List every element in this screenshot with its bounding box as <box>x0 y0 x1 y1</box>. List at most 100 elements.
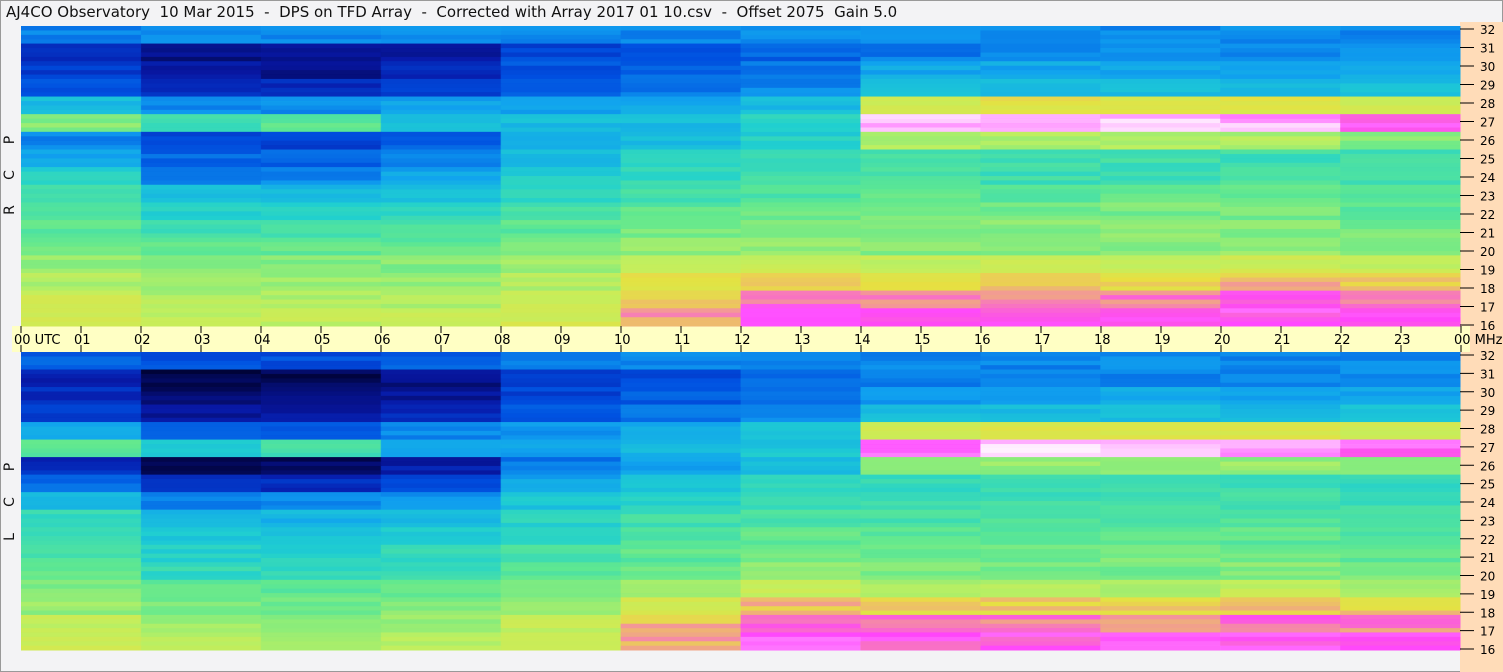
heatmap-texture <box>980 435 1101 440</box>
heatmap-texture <box>1220 588 1341 594</box>
heatmap-texture <box>1340 321 1461 327</box>
heatmap-texture <box>740 352 861 357</box>
heatmap-texture <box>380 518 502 524</box>
heatmap-texture <box>620 277 741 283</box>
heatmap-texture <box>1220 465 1341 471</box>
frequency-tick-label: 25 <box>1480 478 1495 492</box>
heatmap-texture <box>260 198 382 203</box>
heatmap-texture <box>980 553 1101 559</box>
heatmap-texture <box>1340 422 1461 427</box>
heatmap-texture <box>1100 189 1221 194</box>
heatmap-texture <box>980 189 1101 194</box>
heatmap-texture <box>500 373 622 379</box>
heatmap-texture <box>860 308 981 314</box>
heatmap-texture <box>500 579 622 585</box>
heatmap-texture <box>1100 492 1221 497</box>
heatmap-texture <box>260 474 382 480</box>
heatmap-texture <box>980 92 1101 97</box>
heatmap-texture <box>1100 176 1221 181</box>
heatmap-texture <box>1340 233 1461 239</box>
heatmap-texture <box>1340 153 1461 159</box>
heatmap-texture <box>620 193 741 199</box>
frequency-tick-label: 27 <box>1480 441 1495 455</box>
heatmap-texture <box>380 593 502 598</box>
heatmap-texture <box>620 92 741 97</box>
heatmap-texture <box>1220 470 1341 476</box>
heatmap-texture <box>620 83 741 89</box>
heatmap-texture <box>380 215 502 221</box>
heatmap-texture <box>21 474 142 480</box>
heatmap-texture <box>500 158 622 164</box>
heatmap-texture <box>140 378 262 383</box>
heatmap-texture <box>260 162 382 168</box>
heatmap-texture <box>980 483 1101 489</box>
heatmap-texture <box>860 180 981 186</box>
heatmap-texture <box>980 430 1101 436</box>
heatmap-texture <box>380 109 502 115</box>
heatmap-texture <box>740 527 861 532</box>
heatmap-texture <box>740 501 861 506</box>
heatmap-texture <box>140 597 262 603</box>
heatmap-texture <box>860 413 981 419</box>
heatmap-texture <box>620 636 741 642</box>
heatmap-texture <box>980 268 1101 274</box>
heatmap-texture <box>260 395 382 401</box>
heatmap-texture <box>380 43 502 49</box>
heatmap-texture <box>740 56 861 62</box>
heatmap-texture <box>620 601 741 607</box>
heatmap-texture <box>860 584 981 589</box>
heatmap-texture <box>1340 264 1461 269</box>
heatmap-texture <box>380 92 502 97</box>
heatmap-texture <box>740 105 861 111</box>
heatmap-texture <box>620 492 741 497</box>
heatmap-texture <box>740 189 861 194</box>
heatmap-texture <box>500 369 622 375</box>
heatmap-texture <box>980 501 1101 506</box>
heatmap-texture <box>1340 96 1461 102</box>
heatmap-texture <box>380 286 502 292</box>
heatmap-texture <box>980 259 1101 265</box>
heatmap-texture <box>140 579 262 585</box>
heatmap-texture <box>620 162 741 168</box>
heatmap-texture <box>860 452 981 458</box>
heatmap-texture <box>860 145 981 150</box>
heatmap-texture <box>380 30 502 36</box>
heatmap-texture <box>380 619 502 625</box>
heatmap-texture <box>21 557 142 563</box>
heatmap-texture <box>860 579 981 585</box>
heatmap-texture <box>740 356 861 362</box>
heatmap-texture <box>1340 162 1461 168</box>
time-tick-label: 09 <box>554 333 571 348</box>
heatmap-texture <box>860 246 981 252</box>
heatmap-texture <box>500 131 622 137</box>
heatmap-texture <box>1100 317 1221 322</box>
heatmap-texture <box>500 171 622 177</box>
heatmap-texture <box>620 413 741 419</box>
heatmap-texture <box>1340 413 1461 419</box>
heatmap-texture <box>1100 448 1221 454</box>
heatmap-texture <box>500 636 622 642</box>
heatmap-texture <box>980 87 1101 93</box>
heatmap-texture <box>21 299 142 305</box>
frequency-tick-label: 18 <box>1480 606 1495 620</box>
heatmap-texture <box>620 123 741 128</box>
heatmap-texture <box>980 444 1101 449</box>
heatmap-texture <box>620 61 741 67</box>
time-tick-label: 10 <box>614 333 631 348</box>
frequency-tick-label: 31 <box>1480 42 1495 56</box>
heatmap-texture <box>260 176 382 181</box>
heatmap-texture <box>1220 435 1341 440</box>
heatmap-texture <box>140 193 262 199</box>
heatmap-texture <box>620 641 741 646</box>
heatmap-texture <box>140 224 262 230</box>
heatmap-texture <box>740 233 861 239</box>
heatmap-texture <box>860 614 981 620</box>
heatmap-texture <box>1100 509 1221 515</box>
heatmap-texture <box>140 601 262 607</box>
heatmap-texture <box>620 378 741 383</box>
heatmap-texture <box>1340 34 1461 40</box>
heatmap-texture <box>860 171 981 177</box>
heatmap-texture <box>1340 61 1461 67</box>
heatmap-texture <box>740 461 861 467</box>
heatmap-texture <box>620 387 741 392</box>
